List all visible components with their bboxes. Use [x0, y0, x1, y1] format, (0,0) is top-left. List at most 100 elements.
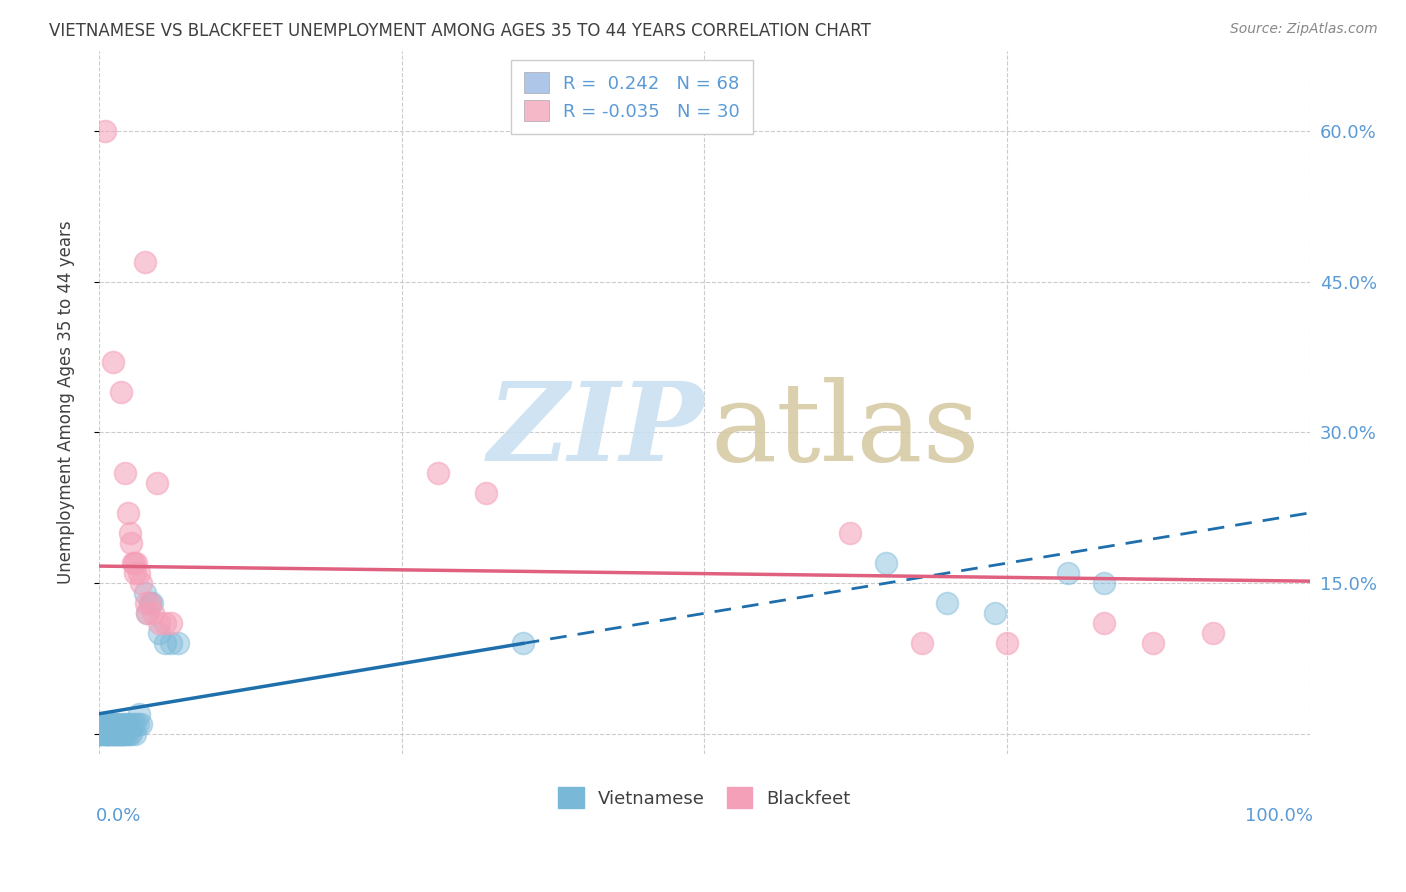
Point: [97, 727, 120, 741]
Point: [112, 727, 135, 741]
Point: [101, 716, 124, 731]
Point: [141, 596, 163, 610]
Point: [136, 607, 159, 621]
Point: [96, 727, 118, 741]
Point: [108, 716, 131, 731]
Point: [87, 727, 110, 741]
Point: [146, 475, 169, 490]
Point: [98, 727, 121, 741]
Point: [107, 727, 129, 741]
Point: [114, 727, 136, 741]
Point: [111, 716, 134, 731]
Point: [91, 716, 114, 731]
Point: [1202, 626, 1225, 640]
Point: [135, 596, 157, 610]
Point: [1142, 636, 1164, 650]
Point: [94, 727, 117, 741]
Point: [114, 716, 136, 731]
Point: [148, 616, 170, 631]
Point: [96, 727, 118, 741]
Point: [121, 727, 143, 741]
Point: [984, 607, 1007, 621]
Point: [117, 716, 139, 731]
Point: [110, 727, 132, 741]
Point: [1056, 566, 1078, 581]
Point: [426, 466, 449, 480]
Point: [104, 727, 127, 741]
Point: [103, 727, 125, 741]
Point: [124, 716, 146, 731]
Point: [128, 566, 150, 581]
Point: [138, 596, 160, 610]
Point: [94, 716, 117, 731]
Point: [120, 525, 142, 540]
Point: [129, 576, 152, 591]
Point: [118, 716, 141, 731]
Point: [101, 727, 124, 741]
Point: [104, 716, 127, 731]
Y-axis label: Unemployment Among Ages 35 to 44 years: Unemployment Among Ages 35 to 44 years: [58, 220, 75, 584]
Text: VIETNAMESE VS BLACKFEET UNEMPLOYMENT AMONG AGES 35 TO 44 YEARS CORRELATION CHART: VIETNAMESE VS BLACKFEET UNEMPLOYMENT AMO…: [49, 22, 872, 40]
Point: [111, 727, 134, 741]
Point: [995, 636, 1018, 650]
Point: [512, 636, 534, 650]
Point: [103, 355, 125, 369]
Point: [121, 556, 143, 570]
Point: [136, 607, 159, 621]
Point: [110, 727, 132, 741]
Point: [128, 706, 150, 721]
Point: [155, 636, 177, 650]
Point: [142, 607, 165, 621]
Point: [90, 727, 112, 741]
Point: [103, 727, 125, 741]
Point: [97, 727, 120, 741]
Text: 100.0%: 100.0%: [1244, 806, 1313, 825]
Point: [124, 727, 146, 741]
Text: 0.0%: 0.0%: [97, 806, 142, 825]
Point: [148, 626, 170, 640]
Point: [838, 525, 860, 540]
Point: [160, 636, 183, 650]
Point: [103, 727, 125, 741]
Point: [111, 727, 134, 741]
Point: [125, 556, 148, 570]
Text: ZIP: ZIP: [488, 376, 704, 484]
Legend: Vietnamese, Blackfeet: Vietnamese, Blackfeet: [551, 780, 858, 815]
Point: [121, 536, 143, 550]
Point: [94, 124, 117, 138]
Point: [89, 727, 111, 741]
Point: [93, 727, 115, 741]
Point: [114, 466, 136, 480]
Text: atlas: atlas: [710, 377, 980, 484]
Point: [94, 716, 117, 731]
Point: [96, 716, 118, 731]
Point: [1092, 616, 1115, 631]
Point: [875, 556, 897, 570]
Point: [105, 727, 128, 741]
Point: [127, 716, 149, 731]
Point: [98, 716, 121, 731]
Point: [110, 385, 132, 400]
Point: [91, 727, 114, 741]
Point: [935, 596, 957, 610]
Point: [115, 727, 138, 741]
Point: [100, 716, 122, 731]
Point: [138, 596, 160, 610]
Point: [118, 727, 141, 741]
Point: [108, 727, 131, 741]
Point: [129, 716, 152, 731]
Point: [122, 556, 145, 570]
Point: [97, 716, 120, 731]
Point: [121, 716, 143, 731]
Point: [155, 616, 177, 631]
Point: [134, 254, 156, 268]
Point: [94, 727, 117, 741]
Point: [100, 727, 122, 741]
Point: [475, 485, 498, 500]
Point: [160, 616, 183, 631]
Point: [166, 636, 188, 650]
Point: [107, 727, 129, 741]
Point: [1092, 576, 1115, 591]
Point: [124, 566, 146, 581]
Point: [117, 506, 139, 520]
